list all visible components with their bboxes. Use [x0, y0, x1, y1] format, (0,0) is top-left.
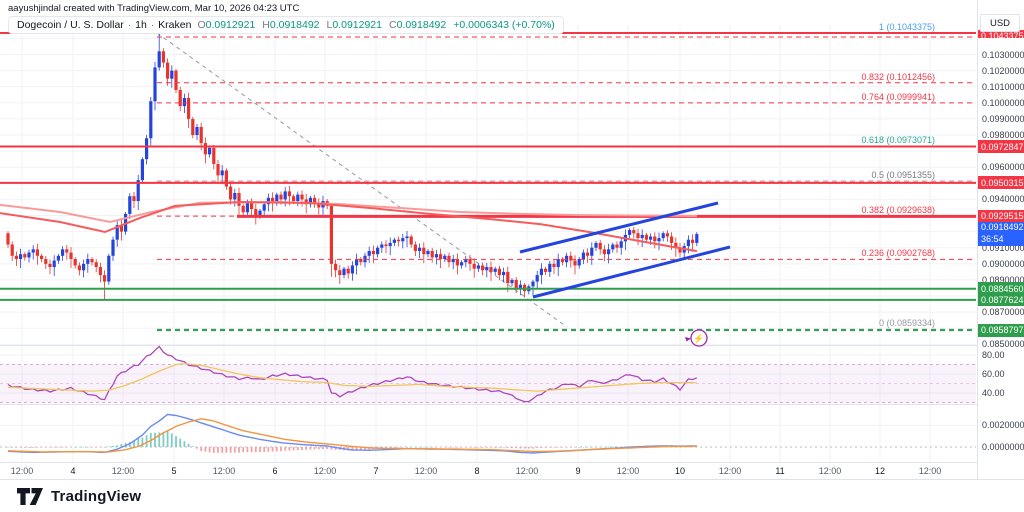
low-value: 0.0912921 [332, 19, 382, 31]
lightning-annotation-icon[interactable]: ⚡ [685, 329, 708, 347]
price-level-badge: 0.0858797 [978, 323, 1024, 337]
time-tick-label: 12 [874, 466, 886, 476]
time-tick-label: 12:00 [718, 466, 742, 476]
downtrend-dashed-line[interactable] [156, 32, 568, 328]
indicator-line [0, 200, 698, 224]
time-tick-label: 12:00 [313, 466, 337, 476]
attribution-text: aayushjindal created with TradingView.co… [8, 3, 300, 14]
time-tick-label: 8 [474, 466, 480, 476]
legend-separator: · [127, 19, 132, 31]
fib-level-label: 0.618 (0.0973071) [861, 135, 935, 146]
axis-tick-label: 60.00 [982, 369, 1005, 379]
axis-tick-label: 0.0870000 [982, 307, 1024, 318]
open-label: O [197, 19, 206, 31]
time-tick-label: 7 [373, 466, 379, 476]
axis-tick-label: 0.0850000 [982, 339, 1024, 350]
symbol-title: Dogecoin / U. S. Dollar · 1h · Kraken [17, 19, 191, 31]
axis-tick-label: 0.0940000 [982, 194, 1024, 205]
channel-trendline[interactable] [532, 245, 731, 299]
tradingview-logo-text[interactable]: TradingView [51, 487, 142, 505]
price-level-badge: 0.0929515 [978, 209, 1024, 223]
close-value: 0.0918492 [396, 19, 447, 31]
macd-histogram [7, 430, 698, 453]
bar-countdown: 36:54 [981, 233, 1004, 244]
legend-separator-2: · [150, 19, 155, 31]
indicator-line [0, 200, 698, 253]
time-tick-label: 9 [575, 466, 581, 476]
price-level-badge: 0.0950315 [978, 176, 1024, 190]
time-tick-label: 11 [775, 466, 785, 476]
symbol-interval: 1h [135, 19, 147, 31]
axis-tick-label: 0.1000000 [982, 97, 1024, 108]
change-value: +0.0006343 (+0.70%) [453, 19, 555, 31]
open-value: 0.0912921 [205, 19, 256, 31]
time-tick-label: 6 [272, 466, 278, 476]
low-label: L [326, 19, 333, 31]
fib-level-label: 0.382 (0.0929638) [861, 205, 935, 216]
rsi-band [0, 364, 976, 403]
tradingview-logo-icon[interactable] [16, 487, 44, 506]
time-tick-label: 12:00 [414, 466, 438, 476]
axis-tick-label: 0.1020000 [982, 65, 1024, 76]
fib-level-label: 0.236 (0.0902768) [861, 248, 935, 259]
time-tick-label: 12:00 [818, 466, 842, 476]
last-price-badge: 0.0918492 36:54 [978, 222, 1024, 247]
fib-level-label: 0.764 (0.0999941) [861, 91, 935, 102]
axis-tick-label: 0.0020000 [982, 420, 1024, 431]
time-tick-label: 12:00 [515, 466, 539, 476]
price-axis[interactable]: USD 0.0918492 36:54 0.1030000 0.1020000 0.… [978, 0, 1024, 479]
axis-tick-label: 0.0960000 [982, 162, 1024, 173]
close-label: C [388, 19, 397, 31]
axis-tick-label: 0.0980000 [982, 130, 1024, 141]
fib-level-label: 1 (0.1043375) [878, 22, 935, 32]
svg-text:⚡: ⚡ [693, 333, 704, 345]
time-tick-label: 5 [171, 466, 177, 476]
price-level-badge: 0.1043375 [978, 30, 1024, 38]
high-value: 0.0918492 [269, 19, 320, 31]
time-tick-label: 12:00 [918, 466, 942, 476]
macd-signal-line [7, 418, 697, 453]
axis-tick-label: 0.0990000 [982, 113, 1024, 124]
rsi-ma-line [7, 362, 697, 392]
fib-level-label: 0 (0.0859334) [878, 318, 935, 329]
axis-tick-label: 0.0900000 [982, 258, 1024, 269]
symbol-name: Dogecoin / U. S. Dollar [17, 19, 124, 31]
price-axis-border [977, 0, 978, 479]
time-tick-label: 12:00 [212, 466, 236, 476]
last-price-value: 0.0918492 [981, 222, 1024, 233]
symbol-exchange: Kraken [158, 19, 192, 31]
price-level-badge: 0.0884560 [978, 282, 1024, 296]
axis-tick-label: 40.00 [982, 388, 1005, 398]
ohlc-values: O0.0912921 H0.0918492 L0.0912921 C0.0918… [197, 19, 554, 31]
channel-trendline[interactable] [519, 201, 719, 254]
time-tick-label: 4 [70, 466, 76, 476]
axis-tick-label: 0.0000000 [982, 442, 1024, 452]
high-label: H [262, 19, 270, 31]
time-tick-label: 12:00 [111, 466, 135, 476]
candles [6, 32, 699, 300]
rsi-line [7, 345, 698, 403]
axis-tick-label: 0.0890000 [982, 274, 1024, 285]
price-level-badge: 0.0972847 [978, 140, 1024, 154]
axis-tick-label: 0.0910000 [982, 242, 1024, 253]
fib-level-label: 0.832 (0.1012456) [861, 71, 935, 82]
axis-tick-label: 0.1010000 [982, 81, 1024, 92]
price-level-badge: 0.0877624 [978, 293, 1024, 307]
fib-level-label: 0.5 (0.0951355) [871, 170, 935, 181]
time-tick-label: 12:00 [616, 466, 640, 476]
currency-toggle[interactable]: USD [980, 14, 1020, 32]
axis-tick-label: 0.1030000 [982, 49, 1024, 60]
symbol-legend[interactable]: Dogecoin / U. S. Dollar · 1h · Kraken O0… [8, 16, 564, 34]
footer-bar: TradingView [0, 479, 1024, 512]
time-tick-label: 12:00 [10, 466, 34, 476]
axis-tick-label: 80.00 [982, 350, 1005, 360]
time-tick-label: 10 [674, 466, 686, 476]
